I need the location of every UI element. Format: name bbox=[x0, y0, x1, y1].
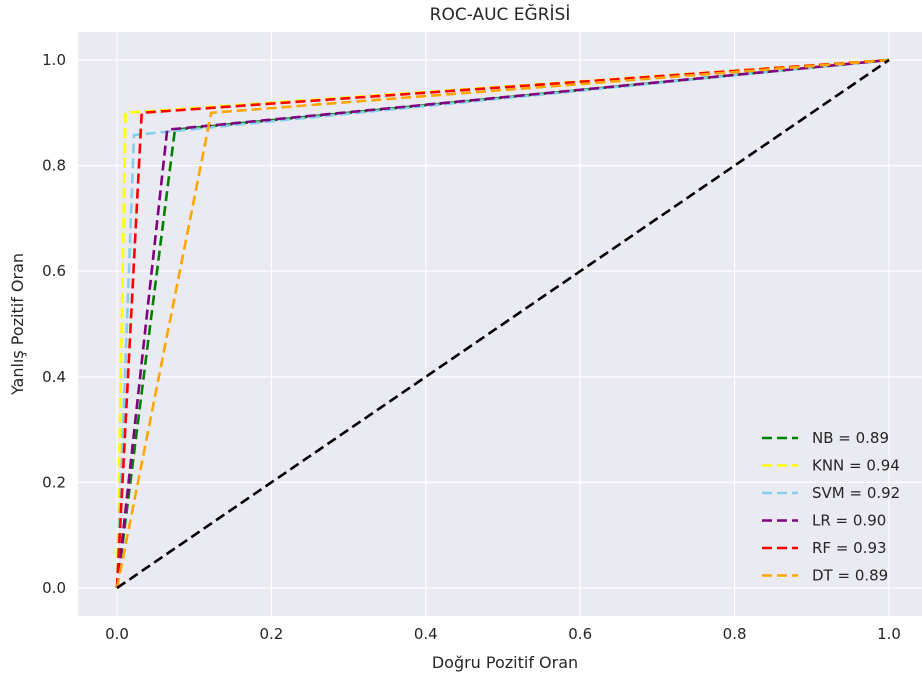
series-lines bbox=[115, 58, 890, 589]
legend-label-svm: SVM = 0.92 bbox=[812, 484, 900, 502]
series-line-knn bbox=[115, 58, 890, 589]
x-tick-label-4: 0.8 bbox=[723, 625, 747, 643]
series-line-lr bbox=[115, 58, 890, 589]
reference-diagonal-line bbox=[116, 58, 890, 590]
y-tick-label-1: 0.2 bbox=[42, 473, 66, 491]
x-tick-label-0: 0.0 bbox=[105, 625, 129, 643]
series-line-svm bbox=[115, 58, 890, 589]
x-tick-label-3: 0.6 bbox=[568, 625, 592, 643]
legend: NB = 0.89 KNN = 0.94 SVM = 0.92 LR = 0.90 RF… bbox=[762, 429, 900, 585]
y-tick-label-3: 0.6 bbox=[42, 262, 66, 280]
legend-label-nb: NB = 0.89 bbox=[812, 429, 889, 447]
y-tick-label-2: 0.4 bbox=[42, 368, 66, 386]
legend-label-lr: LR = 0.90 bbox=[812, 512, 886, 530]
tick-labels: 0.0 0.2 0.4 0.6 0.8 1.0 0.0 0.2 0.4 0.6 0.8 1.0 bbox=[42, 51, 901, 643]
y-axis-label: Yanlış Pozitif Oran bbox=[8, 253, 27, 396]
legend-label-knn: KNN = 0.94 bbox=[812, 457, 900, 475]
reference-line-group bbox=[116, 58, 890, 590]
grid-lines bbox=[78, 32, 922, 616]
y-tick-label-5: 1.0 bbox=[42, 51, 66, 69]
series-line-nb bbox=[115, 58, 890, 589]
y-tick-label-0: 0.0 bbox=[42, 579, 66, 597]
chart-title: ROC-AUC EĞRİSİ bbox=[430, 3, 571, 25]
legend-label-dt: DT = 0.89 bbox=[812, 567, 888, 585]
series-line-dt bbox=[115, 58, 890, 589]
x-tick-label-5: 1.0 bbox=[877, 625, 901, 643]
legend-label-rf: RF = 0.93 bbox=[812, 539, 887, 557]
x-axis-label: Doğru Pozitif Oran bbox=[432, 653, 578, 672]
x-tick-label-2: 0.4 bbox=[414, 625, 438, 643]
x-tick-label-1: 0.2 bbox=[259, 625, 283, 643]
series-line-rf bbox=[115, 58, 890, 589]
y-tick-label-4: 0.8 bbox=[42, 157, 66, 175]
